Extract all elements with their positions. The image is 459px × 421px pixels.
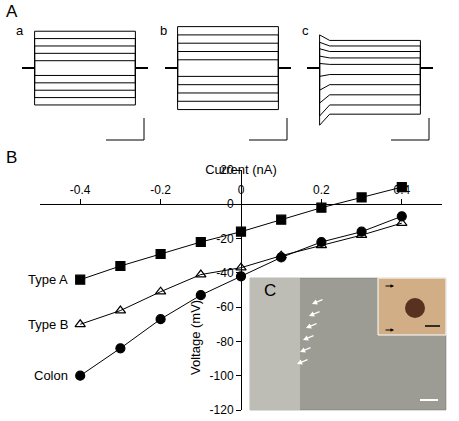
svg-text:Type B: Type B [28, 317, 68, 332]
svg-text:b: b [160, 23, 167, 38]
svg-text:Type A: Type A [28, 272, 68, 287]
svg-text:A: A [6, 2, 18, 21]
svg-text:C: C [264, 281, 276, 300]
svg-text:-60: -60 [216, 300, 234, 314]
svg-text:Current (nA): Current (nA) [205, 162, 277, 177]
svg-text:20: 20 [220, 163, 234, 177]
svg-text:0: 0 [238, 183, 245, 197]
svg-text:c: c [302, 23, 309, 38]
svg-text:Voltage (mV): Voltage (mV) [188, 300, 203, 375]
svg-text:-0.4: -0.4 [70, 183, 91, 197]
svg-text:-40: -40 [216, 266, 234, 280]
svg-text:0.2: 0.2 [313, 183, 330, 197]
svg-text:-0.2: -0.2 [150, 183, 171, 197]
svg-text:0: 0 [227, 197, 234, 211]
svg-text:-80: -80 [216, 335, 234, 349]
svg-text:-100: -100 [210, 369, 234, 383]
svg-text:a: a [16, 23, 24, 38]
svg-text:B: B [6, 148, 17, 167]
svg-text:Colon: Colon [34, 368, 68, 383]
svg-text:-120: -120 [210, 403, 234, 417]
svg-text:0.4: 0.4 [393, 183, 410, 197]
svg-text:-20: -20 [216, 232, 234, 246]
